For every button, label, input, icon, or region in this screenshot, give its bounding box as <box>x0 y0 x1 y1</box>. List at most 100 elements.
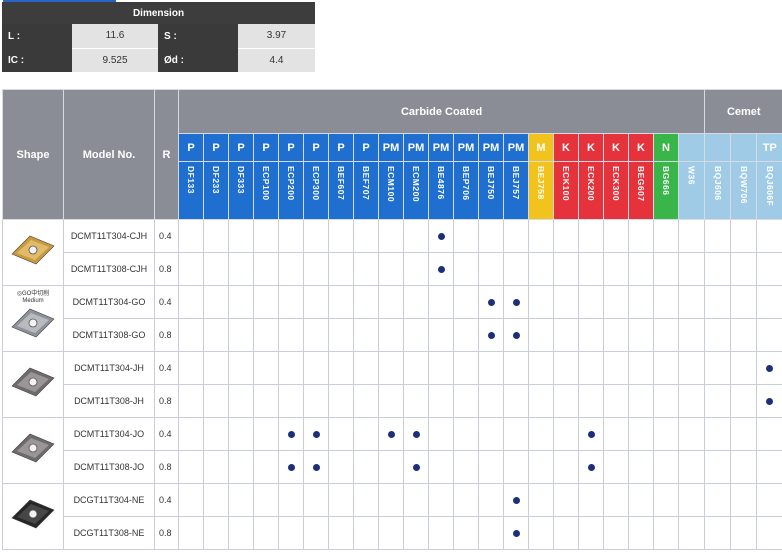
table-row: ◎GO中切削 Medium DCMT11T304-GO 0.4 <box>2 285 782 352</box>
availability-cell <box>178 318 204 352</box>
availability-cell <box>603 450 629 484</box>
availability-cell <box>203 483 229 517</box>
availability-cell <box>328 483 354 517</box>
availability-cell <box>403 483 429 517</box>
availability-cell <box>328 516 354 550</box>
availability-cell <box>756 450 782 484</box>
availability-cell <box>453 285 479 319</box>
availability-cell <box>704 384 732 418</box>
availability-cell <box>653 483 679 517</box>
availability-cell <box>203 318 229 352</box>
grade-23: BQJ606F <box>756 161 782 220</box>
grade-22: BQW706 <box>730 161 758 220</box>
availability-cell <box>253 219 279 253</box>
iso-class-7: P <box>353 133 379 162</box>
model-number: DCMT11T308-JO <box>63 450 155 484</box>
grade-18: BEG607 <box>628 161 654 220</box>
availability-cell <box>303 483 329 517</box>
availability-cell <box>503 351 529 385</box>
availability-cell <box>228 318 254 352</box>
availability-cell <box>628 450 654 484</box>
availability-cell <box>203 351 229 385</box>
availability-cell <box>278 285 304 319</box>
availability-cell <box>378 483 404 517</box>
dim-label-d: Ød : <box>158 48 238 72</box>
availability-cell <box>756 351 782 385</box>
availability-cell <box>178 450 204 484</box>
radius-value: 0.4 <box>154 219 179 253</box>
availability-cell <box>478 285 504 319</box>
grade-name: DF333 <box>236 166 246 195</box>
model-number: DCMT11T308-GO <box>63 318 155 352</box>
availability-cell <box>578 417 604 451</box>
availability-cell <box>653 252 679 286</box>
availability-cell <box>403 318 429 352</box>
availability-cell <box>730 285 758 319</box>
availability-cell <box>503 285 529 319</box>
iso-class-10: PM <box>428 133 454 162</box>
availability-cell <box>704 285 732 319</box>
availability-cell <box>228 384 254 418</box>
availability-cell <box>178 285 204 319</box>
availability-cell <box>178 219 204 253</box>
table-row: DCMT11T304-JO 0.4 <box>2 417 782 484</box>
iso-class-13: PM <box>503 133 529 162</box>
availability-cell <box>203 252 229 286</box>
iso-class-21 <box>704 133 732 162</box>
availability-cell <box>603 285 629 319</box>
grade-name: BEG607 <box>636 166 646 202</box>
availability-cell <box>528 252 554 286</box>
availability-cell <box>677 384 706 418</box>
iso-class-15: K <box>553 133 579 162</box>
availability-cell <box>528 318 554 352</box>
availability-cell <box>428 252 454 286</box>
dim-value-s: 3.97 <box>238 24 315 49</box>
insert-gray-icon <box>8 367 58 404</box>
iso-class-3: P <box>253 133 279 162</box>
available-dot-icon <box>766 398 774 405</box>
grade-name: ECP300 <box>311 166 321 201</box>
availability-cell <box>730 483 758 517</box>
availability-cell <box>677 516 706 550</box>
radius-value: 0.4 <box>154 417 179 451</box>
availability-cell <box>403 384 429 418</box>
insert-gold-icon <box>8 235 58 272</box>
grade-1: DF233 <box>203 161 229 220</box>
availability-cell <box>303 318 329 352</box>
availability-cell <box>378 285 404 319</box>
availability-cell <box>528 384 554 418</box>
grade-name: ECK200 <box>586 166 596 202</box>
available-dot-icon <box>512 299 520 306</box>
iso-class-11: PM <box>453 133 479 162</box>
radius-value: 0.4 <box>154 285 179 319</box>
availability-cell <box>228 450 254 484</box>
availability-cell <box>528 417 554 451</box>
availability-cell <box>553 219 579 253</box>
availability-cell <box>553 252 579 286</box>
insert-silver-medium-icon <box>8 308 58 345</box>
grade-name: DF133 <box>186 166 196 195</box>
availability-cell <box>553 318 579 352</box>
availability-cell <box>628 351 654 385</box>
availability-cell <box>203 450 229 484</box>
model-number: DCMT11T304-JO <box>63 417 155 451</box>
availability-cell <box>203 417 229 451</box>
availability-cell <box>203 384 229 418</box>
availability-cell <box>178 351 204 385</box>
grade-name: BG666 <box>661 166 671 196</box>
availability-cell <box>528 483 554 517</box>
table-row: DCMT11T308-JH 0.8 <box>3 384 782 418</box>
availability-cell <box>453 450 479 484</box>
grade-4: ECP200 <box>278 161 304 220</box>
iso-class-12: PM <box>478 133 504 162</box>
availability-cell <box>704 351 732 385</box>
availability-cell <box>653 450 679 484</box>
availability-cell <box>228 483 254 517</box>
availability-cell <box>303 516 329 550</box>
radius-value: 0.8 <box>154 516 179 550</box>
availability-cell <box>578 516 604 550</box>
grade-name: BEF607 <box>336 166 346 201</box>
availability-cell <box>553 483 579 517</box>
availability-cell <box>428 483 454 517</box>
availability-cell <box>756 318 782 352</box>
